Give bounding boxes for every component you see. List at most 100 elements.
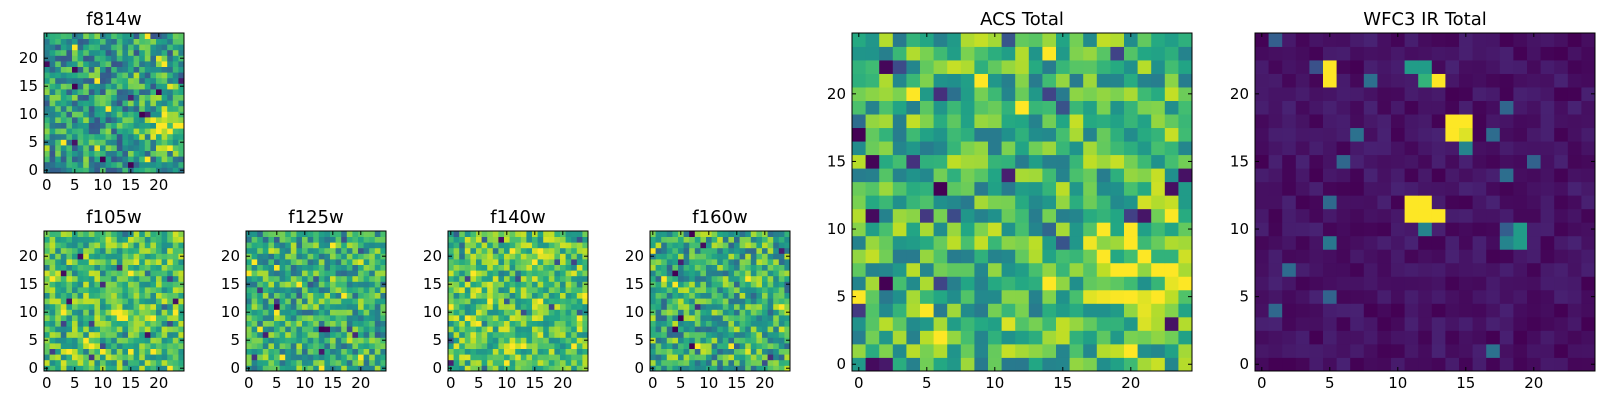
heatmap-cell <box>1268 73 1283 88</box>
heatmap-cell <box>476 270 482 277</box>
heatmap-cell <box>156 359 162 366</box>
heatmap-cell <box>1056 60 1070 74</box>
heatmap-cell <box>94 66 101 73</box>
heatmap-cell <box>246 270 252 277</box>
heatmap-cell <box>88 77 95 84</box>
heatmap-cell <box>133 133 140 140</box>
x-tick-label: 5 <box>70 374 80 392</box>
heatmap-cell <box>548 326 555 333</box>
heatmap-cell <box>778 343 785 349</box>
heatmap-cell <box>1336 262 1351 277</box>
heatmap-cell <box>1282 235 1297 250</box>
heatmap-cell <box>1336 222 1351 237</box>
heatmap-cell <box>706 359 712 366</box>
heatmap-cell <box>1554 33 1569 47</box>
heatmap-cell <box>1581 235 1596 250</box>
heatmap-cell <box>279 331 286 338</box>
heatmap-cell <box>1363 127 1378 142</box>
heatmap-cell <box>1391 208 1405 223</box>
heatmap-cell <box>1178 195 1193 210</box>
heatmap-cell <box>700 264 707 271</box>
heatmap-cell <box>852 100 866 115</box>
heatmap-cell <box>520 326 527 333</box>
heatmap-cell <box>49 337 56 344</box>
heatmap-cell <box>1554 208 1569 223</box>
heatmap-cell <box>1137 127 1152 142</box>
heatmap-cell <box>960 289 975 304</box>
heatmap-cell <box>167 303 174 310</box>
heatmap-cell <box>1001 343 1016 358</box>
heatmap-cell <box>464 343 471 349</box>
heatmap-cell <box>1083 357 1098 372</box>
heatmap-cell <box>307 298 314 305</box>
heatmap-cell <box>464 264 471 271</box>
heatmap-cell <box>532 242 538 249</box>
heatmap-cell <box>694 309 701 316</box>
heatmap-cell <box>341 259 348 265</box>
heatmap-cell <box>560 298 566 305</box>
heatmap-cell <box>655 359 662 366</box>
heatmap-cell <box>380 326 387 333</box>
heatmap-cell <box>116 94 123 101</box>
heatmap-cell <box>296 287 303 293</box>
heatmap-cell <box>133 331 140 338</box>
heatmap-cell <box>167 354 174 361</box>
heatmap-cell <box>717 275 724 282</box>
heatmap-cell <box>156 315 162 321</box>
heatmap-cell <box>892 357 907 372</box>
heatmap-cell <box>172 61 179 67</box>
heatmap-cell <box>1431 114 1446 129</box>
heatmap-cell <box>722 292 729 299</box>
heatmap-cell <box>369 337 376 344</box>
heatmap-cell <box>892 87 907 101</box>
heatmap-cell <box>139 343 146 349</box>
heatmap-cell <box>1445 303 1460 318</box>
heatmap-cell <box>722 247 729 254</box>
heatmap-cell <box>515 292 522 299</box>
heatmap-cell <box>711 326 718 333</box>
heatmap-cell <box>448 275 454 282</box>
heatmap-cell <box>678 247 684 254</box>
heatmap-cell <box>94 77 101 84</box>
heatmap-cell <box>548 292 555 299</box>
heatmap-cell <box>72 61 78 67</box>
heatmap-cell <box>341 303 348 310</box>
heatmap-cell <box>1056 168 1070 183</box>
heatmap-cell <box>661 331 668 338</box>
heatmap-cell <box>560 281 566 288</box>
heatmap-cell <box>285 292 292 299</box>
heatmap-cell <box>1282 276 1297 291</box>
heatmap-cell <box>947 127 962 142</box>
heatmap-cell <box>324 354 331 361</box>
heatmap-cell <box>94 55 101 62</box>
heatmap-cell <box>369 359 376 366</box>
heatmap-cell <box>960 127 975 142</box>
heatmap-cell <box>1540 303 1555 318</box>
heatmap-cell <box>537 231 544 237</box>
heatmap-cell <box>784 320 791 327</box>
heatmap-cell <box>262 292 269 299</box>
heatmap-cell <box>49 303 56 310</box>
heatmap-cell <box>745 281 752 288</box>
heatmap-cell <box>448 236 454 243</box>
heatmap-cell <box>1459 262 1473 277</box>
heatmap-cell <box>487 315 494 321</box>
heatmap-cell <box>481 242 488 249</box>
heatmap-cell <box>116 83 123 90</box>
heatmap-cell <box>133 359 140 366</box>
heatmap-cell <box>257 259 264 265</box>
heatmap-cell <box>1363 262 1378 277</box>
heatmap-cell <box>711 242 718 249</box>
heatmap-cell <box>1178 141 1193 156</box>
heatmap-cell <box>313 303 320 310</box>
heatmap-cell <box>341 331 348 338</box>
heatmap-cell <box>49 150 56 157</box>
heatmap-cell <box>1459 235 1473 250</box>
heatmap-cell <box>150 315 157 321</box>
heatmap-cell <box>1363 33 1378 47</box>
heatmap-cell <box>666 287 673 293</box>
heatmap-cell <box>66 117 73 123</box>
heatmap-cell <box>111 44 118 51</box>
heatmap-cell <box>865 249 880 264</box>
heatmap-cell <box>1363 73 1378 88</box>
